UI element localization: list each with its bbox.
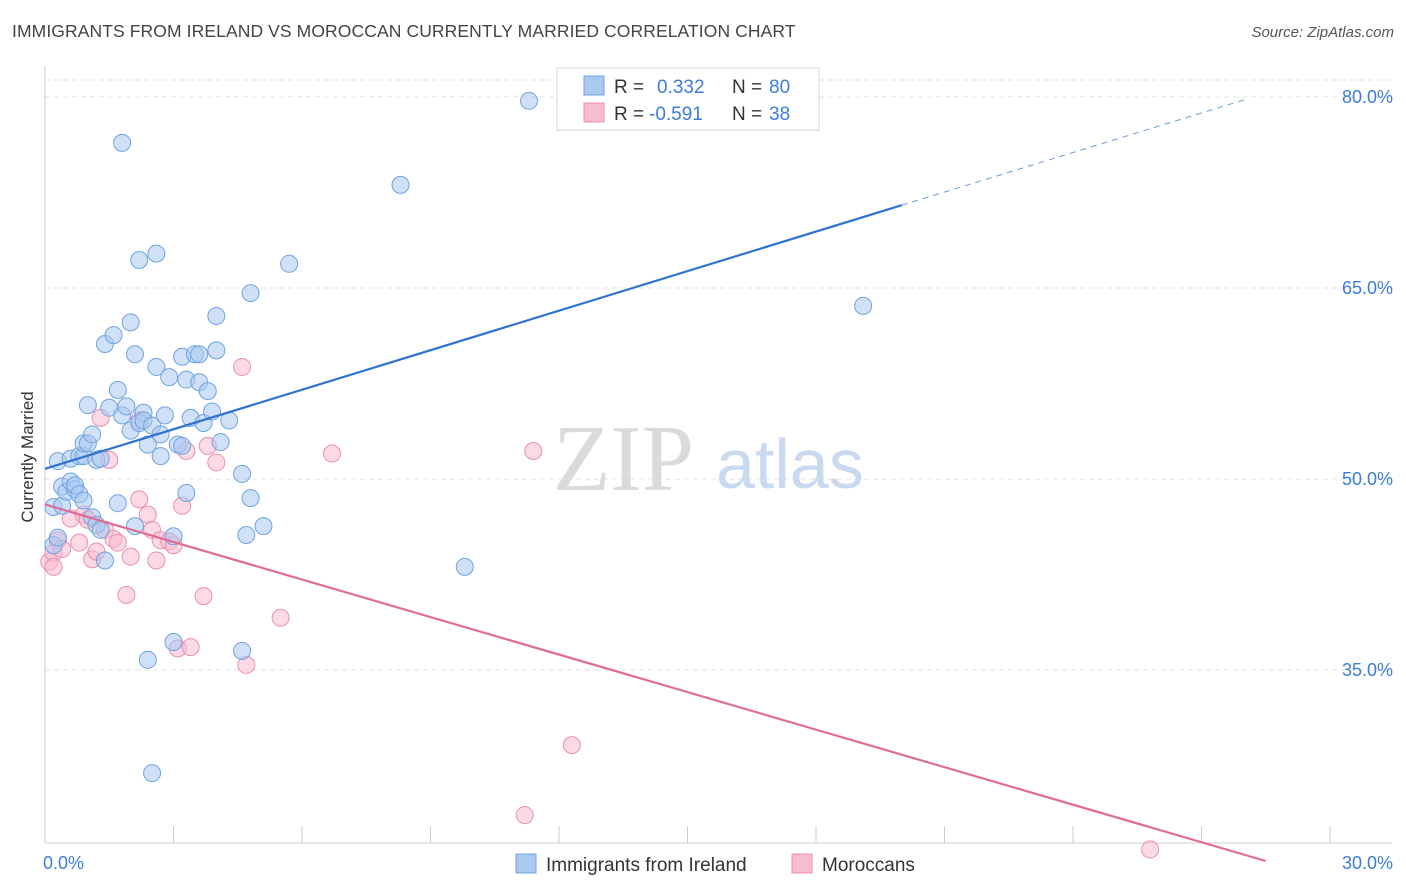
ireland-point-46 [147, 357, 166, 376]
ireland-point-65 [207, 341, 226, 360]
legend-n-label-moroccans: N = [732, 104, 762, 125]
ireland-point-73 [241, 489, 260, 508]
ireland-point-19 [83, 425, 102, 444]
moroccans-point-29 [181, 638, 200, 657]
ireland-point-54 [173, 436, 192, 455]
ireland-point-79 [854, 296, 873, 315]
ireland-point-34 [121, 313, 140, 332]
legend-top: R = 0.332 N = 80 R = -0.591 N = 38 [556, 67, 820, 131]
ireland-point-76 [391, 175, 410, 194]
legend-swatch-ireland [583, 75, 605, 96]
ireland-point-72 [241, 284, 260, 303]
ireland-point-50 [160, 368, 179, 387]
ireland-point-24 [95, 551, 114, 570]
ireland-point-35 [125, 345, 144, 364]
ireland-point-49 [155, 406, 174, 425]
ireland-point-32 [117, 397, 136, 416]
y-tick-labels: 35.0% 50.0% 65.0% 80.0% [1342, 87, 1393, 680]
ireland-point-13 [74, 491, 93, 510]
ireland-point-17 [78, 396, 97, 415]
moroccans-point-38 [562, 736, 581, 755]
moroccans-point-30 [194, 587, 213, 606]
ireland-point-74 [254, 517, 273, 536]
moroccans-point-16 [117, 585, 136, 604]
moroccans-point-15 [108, 533, 127, 552]
grid-lines [45, 79, 1392, 671]
legend-r-value-ireland: 0.332 [657, 77, 705, 98]
moroccans-point-40 [1141, 840, 1160, 859]
moroccans-point-32 [207, 453, 226, 472]
moroccans-point-19 [130, 490, 149, 509]
ireland-point-66 [207, 307, 226, 326]
ireland-point-67 [211, 433, 230, 452]
ireland-trend-extension [901, 99, 1245, 206]
series-ireland-points [44, 91, 873, 783]
legend-r-label-ireland: R = [614, 77, 644, 98]
legend-r-value-moroccans: -0.591 [649, 104, 703, 125]
ireland-point-23 [91, 449, 110, 468]
y-tick-label-3: 80.0% [1342, 87, 1393, 107]
y-tick-label-0: 35.0% [1342, 660, 1393, 680]
moroccans-point-39 [515, 806, 534, 825]
moroccans-point-33 [233, 357, 252, 376]
ireland-point-75 [280, 254, 299, 273]
ireland-point-41 [138, 650, 157, 669]
watermark-atlas: atlas [716, 425, 864, 503]
ireland-point-2 [48, 528, 67, 547]
ireland-point-29 [108, 494, 127, 513]
ireland-trend-line [44, 204, 902, 470]
ireland-point-70 [233, 641, 252, 660]
moroccans-point-17 [121, 547, 140, 566]
ireland-point-52 [164, 632, 183, 651]
x-tick-label-1: 30.0% [1342, 853, 1393, 873]
legend-bottom-label-moroccans: Moroccans [822, 855, 915, 876]
moroccans-point-22 [147, 551, 166, 570]
moroccans-point-6 [70, 533, 89, 552]
legend-swatch-moroccans [583, 102, 605, 123]
legend-n-value-ireland: 80 [769, 77, 790, 98]
x-tick-label-0: 0.0% [43, 853, 84, 873]
page-title: IMMIGRANTS FROM IRELAND VS MOROCCAN CURR… [12, 21, 796, 41]
x-tick-labels: 0.0% 30.0% [43, 853, 1393, 873]
ireland-point-60 [190, 345, 209, 364]
moroccans-point-36 [322, 444, 341, 463]
trend-lines [44, 99, 1267, 863]
ireland-point-71 [237, 526, 256, 545]
ireland-point-45 [147, 244, 166, 263]
legend-bottom-label-ireland: Immigrants from Ireland [546, 855, 747, 876]
source-label: Source: ZipAtlas.com [1251, 24, 1394, 41]
moroccans-point-37 [524, 441, 543, 460]
y-tick-label-1: 50.0% [1342, 469, 1393, 489]
watermark: ZIP atlas [553, 407, 864, 511]
ireland-point-22 [91, 520, 110, 539]
legend-bottom-swatch-moroccans [791, 853, 813, 874]
y-axis-title: Currently Married [18, 391, 37, 522]
legend-n-value-moroccans: 38 [769, 104, 790, 125]
moroccans-point-2 [44, 557, 63, 576]
ireland-point-47 [151, 447, 170, 466]
watermark-zip: ZIP [553, 407, 694, 511]
y-tick-label-2: 65.0% [1342, 278, 1393, 298]
ireland-point-77 [455, 557, 474, 576]
ireland-point-38 [130, 250, 149, 269]
ireland-point-48 [151, 425, 170, 444]
ireland-point-78 [520, 91, 539, 110]
ireland-point-31 [113, 133, 132, 152]
ireland-point-57 [177, 484, 196, 503]
ireland-point-44 [143, 764, 162, 783]
ireland-point-69 [233, 464, 252, 483]
moroccans-point-35 [271, 608, 290, 627]
moroccans-trend-line [44, 503, 1267, 863]
legend-bottom-swatch-ireland [515, 853, 537, 874]
legend-bottom: Immigrants from Ireland Moroccans [515, 853, 915, 876]
ireland-point-63 [198, 382, 217, 401]
legend-r-label-moroccans: R = [614, 104, 644, 125]
legend-n-label-ireland: N = [732, 77, 762, 98]
axes [44, 66, 1392, 844]
ireland-point-28 [108, 380, 127, 399]
ireland-point-27 [104, 326, 123, 345]
